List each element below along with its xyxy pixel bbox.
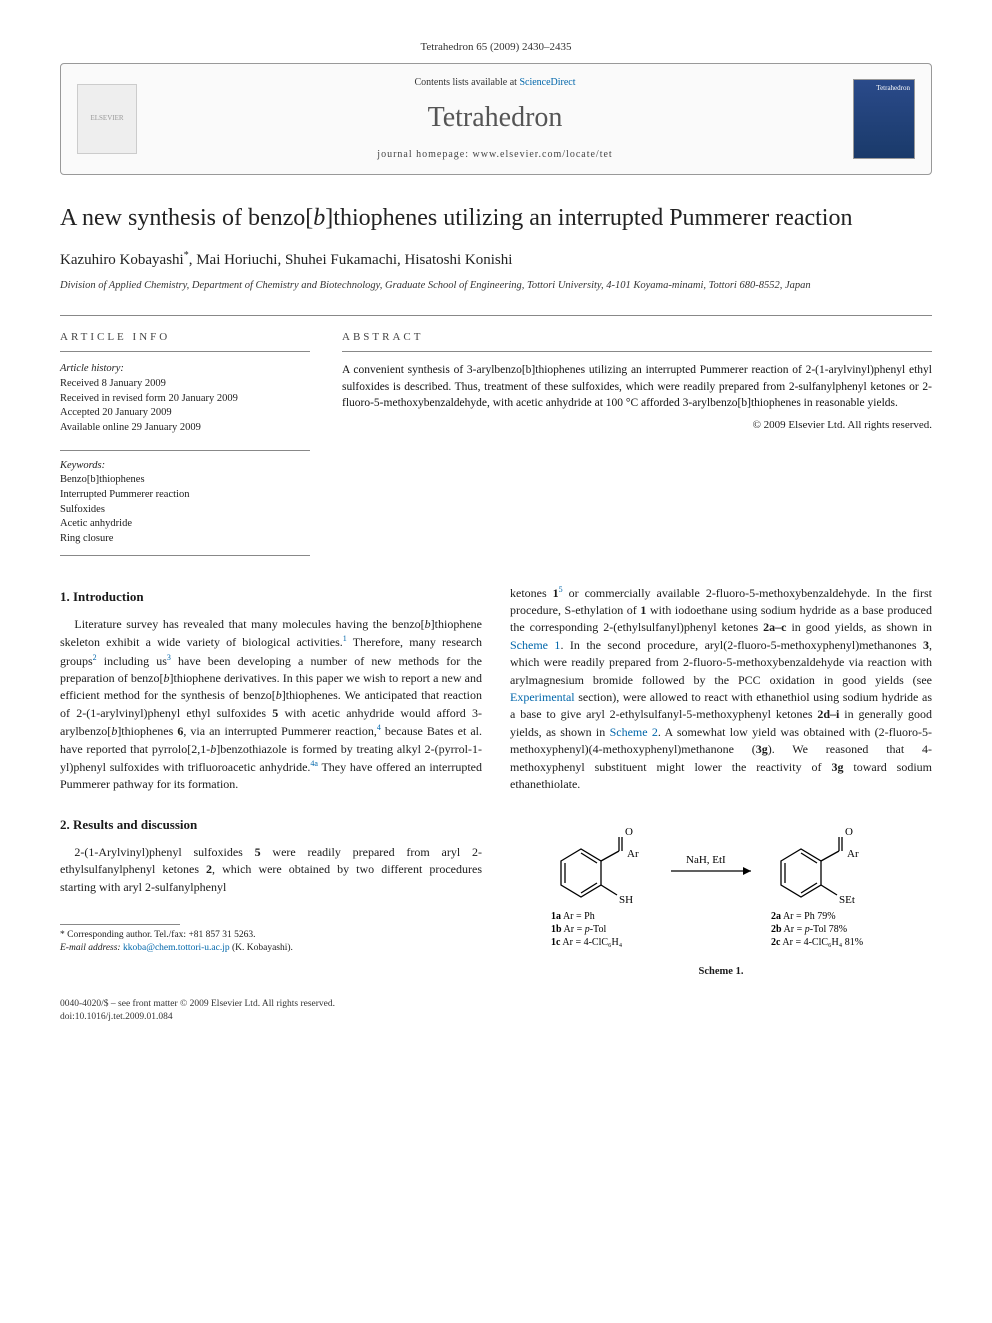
scheme-2-link[interactable]: Scheme 2 (610, 725, 658, 739)
keyword-item: Ring closure (60, 532, 310, 547)
ref-4a[interactable]: 4a (310, 759, 318, 768)
scheme-1-link[interactable]: Scheme 1 (510, 638, 560, 652)
journal-header-box: ELSEVIER Contents lists available at Sci… (60, 63, 932, 174)
contents-available-line: Contents lists available at ScienceDirec… (153, 76, 837, 90)
scheme-1-left-line-0: 1a Ar = Ph (551, 911, 595, 922)
article-title: A new synthesis of benzo[b]thiophenes ut… (60, 203, 932, 233)
journal-reference: Tetrahedron 65 (2009) 2430–2435 (60, 40, 932, 55)
journal-cover-thumbnail: Tetrahedron (853, 79, 915, 159)
sciencedirect-link[interactable]: ScienceDirect (519, 77, 575, 88)
svg-text:Ar: Ar (847, 848, 859, 860)
article-history: Article history: Received 8 January 2009… (60, 362, 310, 435)
keyword-item: Benzo[b]thiophenes (60, 473, 310, 488)
ref-5[interactable]: 5 (559, 585, 563, 594)
history-received: Received 8 January 2009 (60, 377, 310, 392)
section-heading-intro: 1. Introduction (60, 588, 482, 606)
abstract-copyright: © 2009 Elsevier Ltd. All rights reserved… (342, 418, 932, 433)
article-info-column: ARTICLE INFO Article history: Received 8… (60, 330, 310, 556)
scheme-1-right-line-2: 2c Ar = 4-ClC₆H₄ 81% (771, 937, 863, 948)
results-paragraph-2: ketones 15 or commercially available 2-f… (510, 584, 932, 794)
homepage-line: journal homepage: www.elsevier.com/locat… (153, 148, 837, 162)
page-footer: 0040-4020/$ – see front matter © 2009 El… (60, 998, 932, 1025)
section-heading-results: 2. Results and discussion (60, 816, 482, 834)
contents-prefix: Contents lists available at (414, 77, 519, 88)
scheme-1-figure: O Ar SH NaH, EtI (510, 811, 932, 980)
ref-4[interactable]: 4 (377, 723, 381, 732)
abstract-text: A convenient synthesis of 3-arylbenzo[b]… (342, 362, 932, 412)
authors: Kazuhiro Kobayashi*, Mai Horiuchi, Shuhe… (60, 249, 932, 271)
keyword-item: Sulfoxides (60, 503, 310, 518)
history-accepted: Accepted 20 January 2009 (60, 406, 310, 421)
footnote-email-line: E-mail address: kkoba@chem.tottori-u.ac.… (60, 942, 482, 955)
scheme-1-label: Scheme 1. (510, 965, 932, 980)
ref-1[interactable]: 1 (343, 634, 347, 643)
scheme-1-left-line-2: 1c Ar = 4-ClC₆H₄ (551, 937, 623, 948)
header-center: Contents lists available at ScienceDirec… (153, 76, 837, 161)
svg-text:SEt: SEt (839, 894, 855, 906)
svg-text:SH: SH (619, 894, 633, 906)
footer-doi: doi:10.1016/j.tet.2009.01.084 (60, 1011, 932, 1024)
keyword-item: Interrupted Pummerer reaction (60, 488, 310, 503)
footnote-tel: * Corresponding author. Tel./fax: +81 85… (60, 929, 482, 942)
svg-text:O: O (625, 826, 633, 838)
history-available: Available online 29 January 2009 (60, 421, 310, 436)
corresponding-author-footnote: * Corresponding author. Tel./fax: +81 85… (60, 929, 482, 956)
article-info-label: ARTICLE INFO (60, 330, 310, 352)
right-column: ketones 15 or commercially available 2-f… (510, 584, 932, 980)
journal-name: Tetrahedron (153, 98, 837, 137)
svg-text:Ar: Ar (627, 848, 639, 860)
scheme-1-svg: O Ar SH NaH, EtI (521, 811, 921, 961)
ref-3[interactable]: 3 (167, 653, 171, 662)
left-column: 1. Introduction Literature survey has re… (60, 584, 482, 980)
homepage-prefix: journal homepage: (377, 149, 472, 160)
scheme-1-reagent: NaH, EtI (686, 854, 726, 866)
email-suffix: (K. Kobayashi). (230, 943, 293, 953)
experimental-link[interactable]: Experimental (510, 690, 575, 704)
email-label: E-mail address: (60, 943, 123, 953)
scheme-1-left-line-1: 1b Ar = p-Tol (551, 924, 606, 935)
email-link[interactable]: kkoba@chem.tottori-u.ac.jp (123, 943, 230, 953)
keywords-block: Keywords: Benzo[b]thiophenes Interrupted… (60, 450, 310, 556)
homepage-url[interactable]: www.elsevier.com/locate/tet (473, 149, 613, 160)
history-label: Article history: (60, 362, 310, 377)
intro-paragraph: Literature survey has revealed that many… (60, 616, 482, 794)
scheme-1-right-line-1: 2b Ar = p-Tol 78% (771, 924, 847, 935)
results-paragraph-1: 2-(1-Arylvinyl)phenyl sulfoxides 5 were … (60, 844, 482, 896)
ref-2[interactable]: 2 (93, 653, 97, 662)
history-revised: Received in revised form 20 January 2009 (60, 392, 310, 407)
footnote-separator (60, 924, 180, 925)
svg-text:O: O (845, 826, 853, 838)
affiliation: Division of Applied Chemistry, Departmen… (60, 279, 932, 293)
footer-line-1: 0040-4020/$ – see front matter © 2009 El… (60, 998, 932, 1011)
scheme-1-right-line-0: 2a Ar = Ph 79% (771, 911, 836, 922)
publisher-logo: ELSEVIER (77, 84, 137, 154)
abstract-column: ABSTRACT A convenient synthesis of 3-ary… (342, 330, 932, 556)
keyword-item: Acetic anhydride (60, 517, 310, 532)
abstract-label: ABSTRACT (342, 330, 932, 352)
keywords-label: Keywords: (60, 459, 310, 474)
